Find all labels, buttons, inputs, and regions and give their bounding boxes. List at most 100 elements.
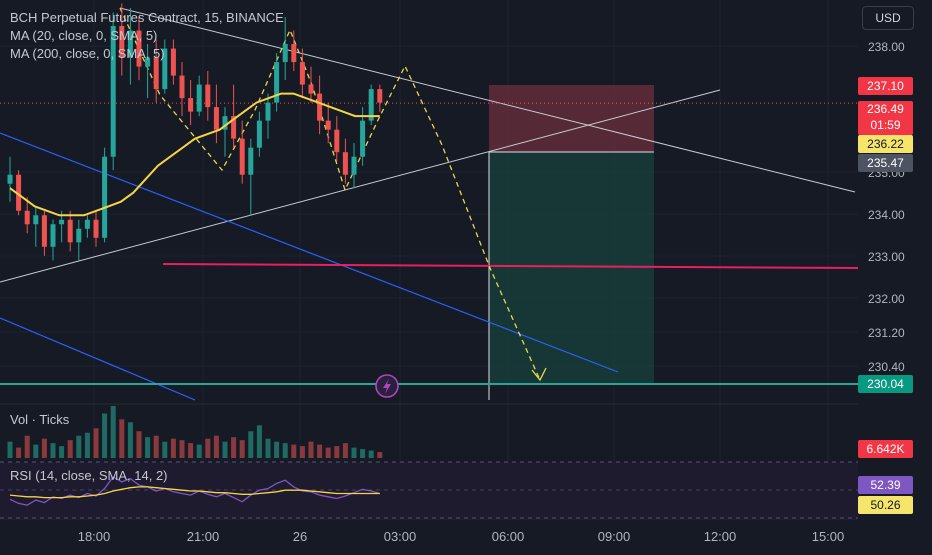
volume-bar bbox=[93, 428, 99, 458]
volume-bar bbox=[102, 413, 108, 458]
candle-body bbox=[153, 57, 159, 90]
rsi-ma-line bbox=[9, 486, 380, 499]
candle-body bbox=[377, 89, 383, 103]
volume-bar bbox=[317, 444, 323, 458]
time-tick: 03:00 bbox=[384, 529, 417, 544]
candle-body bbox=[102, 156, 108, 238]
candle-body bbox=[231, 116, 237, 139]
price-tick: 230.40 bbox=[868, 360, 905, 374]
candle-body bbox=[41, 215, 47, 247]
ma20-line bbox=[9, 92, 380, 217]
price-tick: 234.00 bbox=[868, 208, 905, 222]
time-axis[interactable]: 18:00 21:00 26 03:00 06:00 09:00 12:00 1… bbox=[78, 529, 845, 544]
candle-body bbox=[196, 84, 202, 112]
volume-legend[interactable]: Vol · Ticks bbox=[10, 412, 70, 427]
candle-body bbox=[291, 44, 297, 63]
candle-body bbox=[16, 174, 22, 211]
price-tick: 238.00 bbox=[868, 40, 905, 54]
candle-body bbox=[179, 75, 185, 99]
candle-body bbox=[188, 98, 194, 112]
volume-bar bbox=[213, 435, 219, 458]
volume-value-label: 6.642K bbox=[858, 440, 913, 458]
ascending-trendline[interactable] bbox=[0, 89, 721, 283]
volume-bar bbox=[342, 443, 348, 458]
last-price-value: 236.49 bbox=[867, 102, 904, 116]
candle-body bbox=[127, 30, 133, 58]
ma20-legend[interactable]: MA (20, close, 0, SMA, 5) bbox=[10, 28, 158, 43]
candle-body bbox=[213, 107, 219, 130]
candle-body bbox=[325, 120, 331, 130]
candle-countdown: 01:59 bbox=[870, 118, 901, 132]
volume-bar bbox=[110, 406, 116, 458]
volume-bar bbox=[24, 435, 30, 458]
time-tick: 12:00 bbox=[704, 529, 737, 544]
volume-bar bbox=[334, 446, 340, 458]
stop-loss-zone[interactable] bbox=[489, 85, 654, 152]
price-tick: 232.00 bbox=[868, 292, 905, 306]
currency-button[interactable]: USD bbox=[862, 6, 914, 30]
volume-bar bbox=[308, 441, 314, 458]
candle-body bbox=[33, 215, 39, 225]
drawings[interactable] bbox=[0, 7, 859, 401]
projected-path-arrow bbox=[531, 367, 547, 382]
volume-bar bbox=[179, 440, 185, 458]
time-tick: 15:00 bbox=[812, 529, 845, 544]
take-profit-zone[interactable] bbox=[489, 152, 654, 384]
volume-bar bbox=[222, 441, 228, 458]
symbol-title[interactable]: BCH Perpetual Futures Contract, 15, BINA… bbox=[10, 10, 284, 25]
volume-bar bbox=[265, 438, 271, 458]
volume-bar bbox=[351, 447, 357, 458]
candle-body bbox=[308, 84, 314, 94]
candle-body bbox=[334, 129, 340, 153]
volume-bar bbox=[84, 432, 90, 458]
descending-trendline[interactable] bbox=[119, 7, 856, 193]
volume-bar bbox=[299, 446, 305, 458]
volume-bar bbox=[196, 444, 202, 458]
volume-bars bbox=[7, 406, 383, 458]
candle-body bbox=[84, 219, 90, 229]
volume-bar bbox=[67, 440, 73, 458]
volume-bar bbox=[248, 431, 254, 458]
volume-bar bbox=[162, 441, 168, 458]
panes bbox=[0, 403, 858, 520]
volume-bar bbox=[119, 419, 125, 458]
volume-bar bbox=[76, 435, 82, 458]
candle-body bbox=[368, 89, 374, 121]
volume-bar bbox=[188, 443, 194, 458]
volume-bar bbox=[282, 443, 288, 458]
volume-bar bbox=[153, 435, 159, 458]
candle-body bbox=[170, 48, 176, 76]
volume-bar bbox=[59, 446, 65, 458]
time-tick: 06:00 bbox=[492, 529, 525, 544]
candle-body bbox=[299, 62, 305, 85]
alert-icon[interactable] bbox=[375, 374, 399, 398]
last-price-label: 236.49 01:59 bbox=[858, 101, 913, 135]
ma200-legend[interactable]: MA (200, close, 0, SMA, 5) bbox=[10, 46, 165, 61]
volume-bar bbox=[145, 437, 151, 458]
volume-bar bbox=[170, 438, 176, 458]
candle-body bbox=[351, 156, 357, 175]
channel-line-lower[interactable] bbox=[0, 317, 196, 401]
position-tool[interactable] bbox=[488, 85, 654, 400]
rsi-value-label: 52.39 bbox=[858, 476, 913, 494]
volume-bar bbox=[325, 447, 331, 458]
volume-bar bbox=[205, 438, 211, 458]
candle-body bbox=[248, 147, 254, 175]
price-tick: 233.00 bbox=[868, 250, 905, 264]
volume-bar bbox=[274, 441, 280, 458]
candle-body bbox=[136, 30, 142, 67]
candle-body bbox=[282, 44, 288, 63]
time-tick: 18:00 bbox=[78, 529, 111, 544]
volume-bar bbox=[377, 452, 383, 458]
candle-body bbox=[59, 219, 65, 225]
rsi-legend[interactable]: RSI (14, close, SMA, 14, 2) bbox=[10, 468, 168, 483]
candle-body bbox=[205, 84, 211, 108]
horizontal-level-line[interactable] bbox=[162, 263, 859, 269]
candle-body bbox=[239, 138, 245, 175]
candle-body bbox=[145, 57, 151, 67]
volume-bar bbox=[231, 437, 237, 458]
volume-bar bbox=[16, 447, 22, 458]
price-axis[interactable]: 238.00 235.00 234.00 233.00 232.00 231.2… bbox=[868, 40, 905, 374]
